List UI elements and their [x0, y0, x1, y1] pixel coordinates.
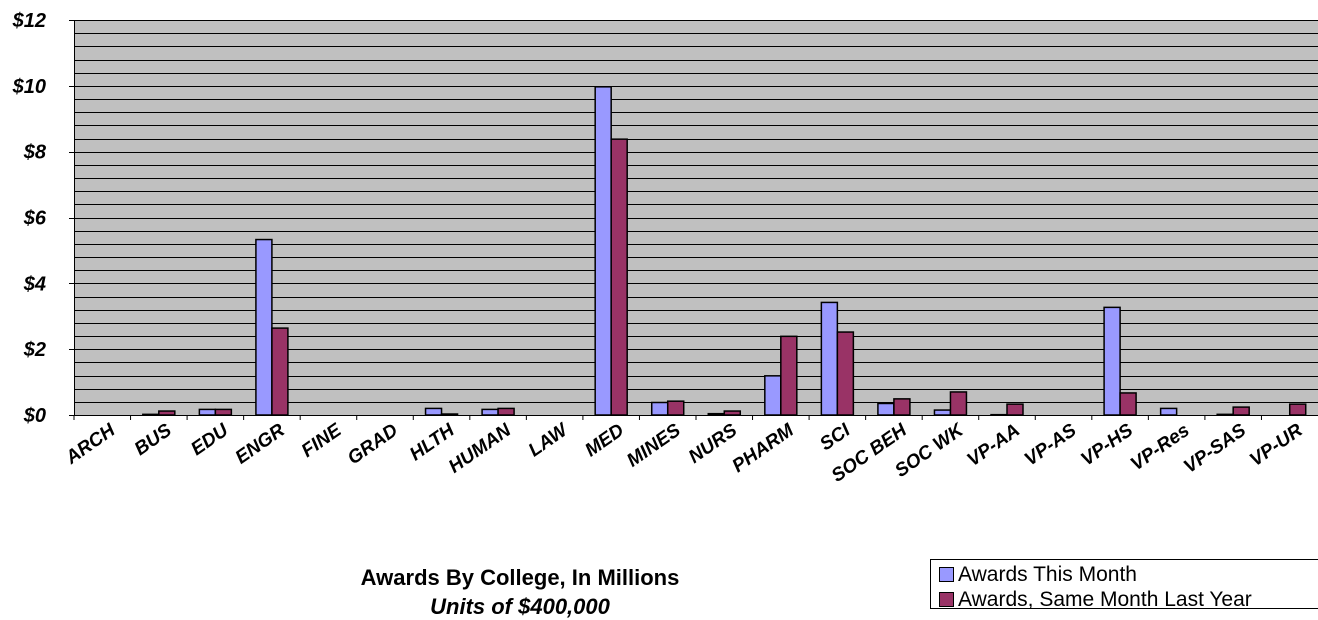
chart-title-block: Awards By College, In Millions Units of …	[250, 566, 790, 620]
bar-this-month	[708, 414, 724, 415]
x-tick-label: VP-HS	[1077, 420, 1137, 471]
bar-this-month	[934, 410, 950, 415]
x-tick-label: VP-SAS	[1180, 420, 1250, 478]
bar-this-month	[143, 414, 159, 415]
x-tick-label: ARCH	[61, 419, 120, 469]
x-tick-label: HUMAN	[445, 419, 516, 477]
legend-swatch-this-month	[939, 567, 954, 582]
bar-last-year	[1233, 407, 1249, 415]
bar-last-year	[442, 414, 458, 415]
y-tick-label: $6	[23, 208, 47, 230]
y-tick-label: $0	[23, 405, 46, 427]
bar-last-year	[950, 392, 966, 415]
bar-this-month	[199, 409, 215, 415]
legend-label-last-year: Awards, Same Month Last Year	[958, 588, 1252, 611]
y-tick-label: $10	[12, 76, 46, 98]
x-tick-label: PHARM	[729, 419, 799, 477]
bar-last-year	[724, 411, 740, 415]
x-tick-label: FINE	[298, 419, 347, 462]
x-tick-label: LAW	[525, 419, 573, 462]
y-tick-label: $2	[23, 339, 46, 361]
x-tick-label: GRAD	[344, 420, 402, 469]
x-tick-label: EDU	[187, 419, 233, 460]
legend: Awards This Month Awards, Same Month Las…	[930, 559, 1318, 609]
chart-title: Awards By College, In Millions	[250, 566, 790, 590]
bar-last-year	[1290, 404, 1306, 415]
bar-this-month	[426, 408, 442, 415]
bar-this-month	[595, 87, 611, 415]
bar-this-month	[1161, 408, 1177, 415]
bar-this-month	[652, 402, 668, 415]
legend-label-this-month: Awards This Month	[958, 563, 1137, 586]
bar-this-month	[256, 240, 272, 415]
bar-last-year	[781, 336, 797, 415]
y-tick-label: $12	[12, 10, 46, 32]
bar-last-year	[1120, 393, 1136, 415]
x-tick-label: BUS	[131, 420, 176, 460]
y-tick-label: $4	[23, 273, 46, 295]
legend-item-this-month: Awards This Month	[939, 563, 1137, 587]
x-tick-label: ENGR	[232, 420, 289, 469]
y-tick-label: $8	[23, 142, 47, 164]
bar-this-month	[765, 376, 781, 415]
legend-swatch-last-year	[939, 592, 954, 607]
bar-last-year	[894, 399, 910, 415]
x-tick-label: VP-UR	[1246, 420, 1307, 471]
legend-item-last-year: Awards, Same Month Last Year	[939, 588, 1252, 612]
bar-this-month	[878, 403, 894, 415]
bar-this-month	[821, 302, 837, 415]
bar-last-year	[611, 139, 627, 415]
bar-this-month	[1104, 307, 1120, 415]
x-tick-label: SCI	[816, 419, 855, 455]
bar-last-year	[1007, 404, 1023, 415]
bar-last-year	[215, 409, 231, 415]
bar-this-month	[482, 409, 498, 415]
bar-last-year	[272, 328, 288, 415]
x-tick-label: MED	[581, 420, 628, 462]
x-tick-label: VP-AS	[1021, 420, 1081, 471]
bar-last-year	[498, 408, 514, 415]
bar-last-year	[668, 401, 684, 415]
bar-last-year	[159, 411, 175, 415]
x-tick-label: MINES	[623, 420, 685, 472]
y-axis: $0 $2 $4 $6 $8 $10 $12	[12, 10, 75, 427]
bar-last-year	[837, 332, 853, 415]
chart-subtitle: Units of $400,000	[250, 594, 790, 620]
x-tick-label: VP-AA	[963, 420, 1023, 471]
bar-this-month	[1217, 414, 1233, 415]
